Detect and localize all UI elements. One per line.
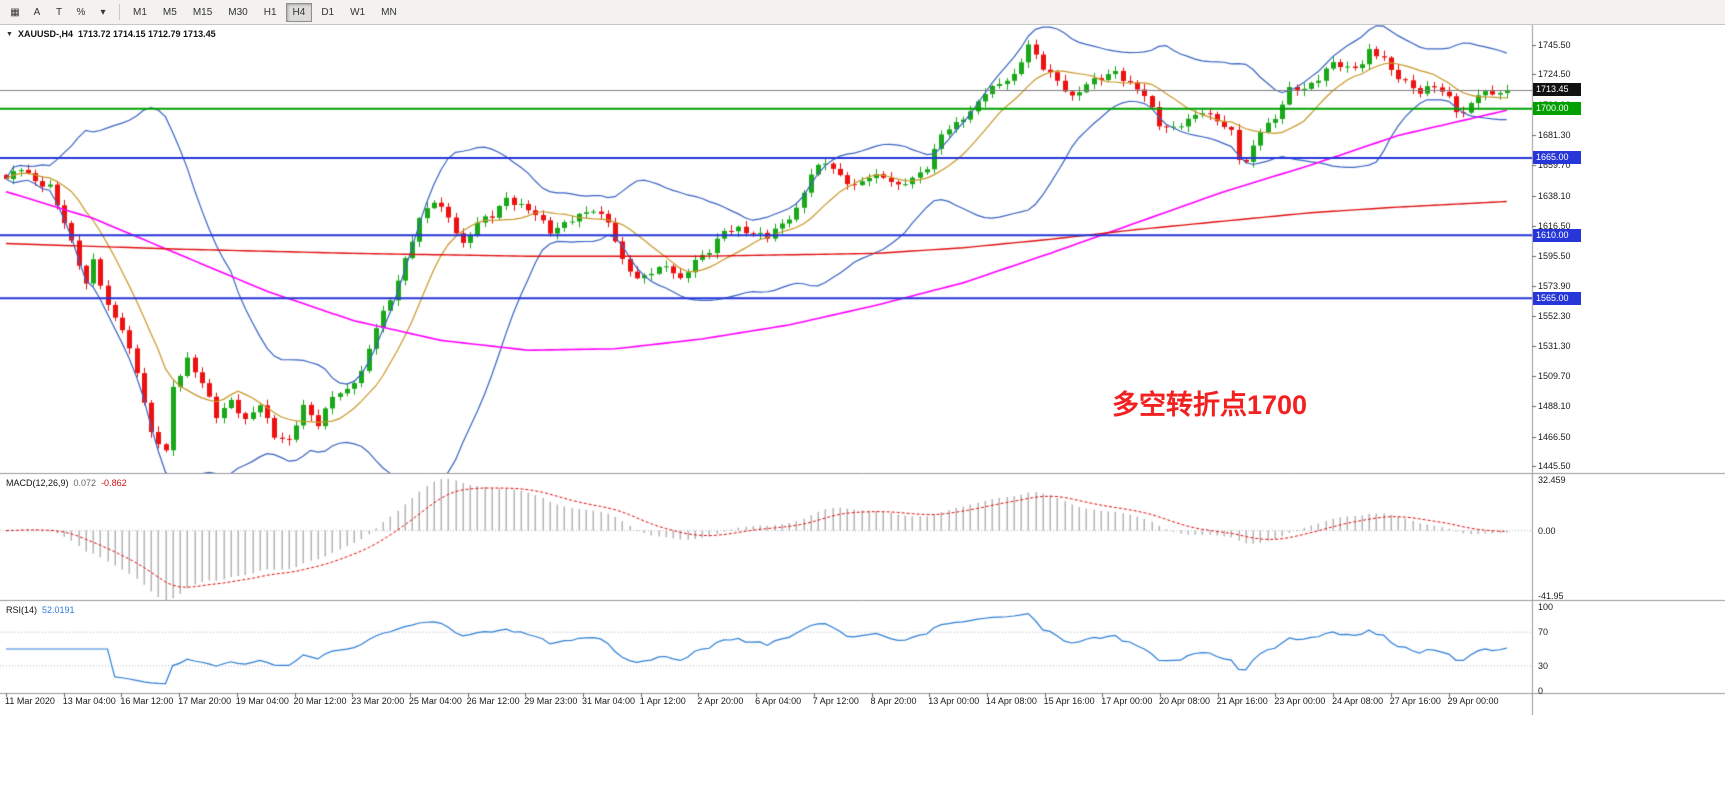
macd-indicator-label: MACD(12,26,9) 0.072 -0.862	[6, 478, 127, 488]
rsi-axis-tick-label: 0	[1538, 686, 1544, 696]
time-axis-label: 7 Apr 12:00	[812, 696, 859, 706]
time-axis-label: 29 Apr 00:00	[1447, 696, 1499, 706]
time-axis-label: 11 Mar 2020	[5, 696, 55, 706]
rsi-axis-tick-label: 30	[1538, 660, 1549, 671]
timeframe-mn-button[interactable]: MN	[374, 3, 404, 22]
price-axis-tick-label: 1466.50	[1538, 431, 1571, 442]
time-axis-label: 6 Apr 04:00	[755, 696, 802, 706]
price-axis-tick-label: 1552.30	[1538, 311, 1571, 322]
arrow-tool-icon: A	[33, 6, 41, 18]
price-axis-tick-label: 1595.50	[1538, 250, 1571, 261]
price-axis-tick-label: 1638.10	[1538, 190, 1571, 201]
time-axis-label: 14 Apr 08:00	[985, 696, 1037, 706]
toolbar-tools-group: ▦ A T% ▾	[4, 3, 114, 22]
price-axis-tick-label: 1681.30	[1538, 130, 1571, 141]
chart-symbol-line: ▼ XAUUSD-,H4 1713.72 1714.15 1712.79 171…	[6, 29, 216, 39]
price-axis-tick-label: 1445.50	[1538, 461, 1571, 471]
price-axis-tick-label: 1573.90	[1538, 280, 1571, 291]
tile-windows-icon: ▦	[10, 6, 20, 18]
macd-axis-tick-label: 32.459	[1538, 474, 1566, 485]
price-axis-tick-label: 1745.50	[1538, 40, 1571, 50]
time-axis-label: 2 Apr 20:00	[697, 696, 744, 706]
rsi-axis-tick-label: 70	[1538, 627, 1549, 638]
time-axis-label: 16 Mar 12:00	[120, 696, 174, 706]
chart-area[interactable]: ▼ XAUUSD-,H4 1713.72 1714.15 1712.79 171…	[0, 25, 1725, 715]
chart-ohlc-values: 1713.72 1714.15 1712.79 1713.45	[77, 29, 216, 39]
price-axis-tick-label: 1659.70	[1538, 160, 1571, 171]
timeframe-group: M1 M5 M15 M30 H1 H4 D1 W1 MN	[125, 2, 405, 22]
hline-price-badge: 1700.00	[1533, 102, 1581, 116]
timeframe-d1-button[interactable]: D1	[314, 3, 341, 22]
timeframe-m5-button[interactable]: M5	[156, 3, 184, 22]
tile-windows-button[interactable]: ▦	[5, 3, 25, 22]
hline-price-badge: 1610.00	[1533, 228, 1581, 242]
time-axis-label: 1 Apr 12:00	[639, 696, 686, 706]
rsi-indicator-label: RSI(14) 52.0191	[6, 605, 75, 615]
time-axis-label: 29 Mar 23:00	[524, 696, 578, 706]
time-axis-label: 13 Mar 04:00	[62, 696, 116, 706]
hline-price-badge: 1565.00	[1533, 291, 1581, 305]
time-axis-label: 19 Mar 04:00	[235, 696, 289, 706]
arrow-tool-button[interactable]: A	[27, 3, 47, 22]
price-axis-tick-label: 1616.50	[1538, 221, 1571, 232]
macd-main-value: 0.072	[73, 478, 97, 488]
rsi-axis-tick-label: 100	[1538, 602, 1554, 612]
percent-scale-icon: %	[76, 6, 86, 18]
tools-caret-button[interactable]: ▾	[93, 3, 113, 22]
time-axis-label: 20 Apr 08:00	[1159, 696, 1211, 706]
hline-price-badge: 1665.00	[1533, 151, 1581, 165]
time-axis-label: 23 Mar 20:00	[351, 696, 405, 706]
time-axis-label: 13 Apr 00:00	[928, 696, 980, 706]
macd-axis-tick-label: 0.00	[1538, 525, 1556, 536]
chart-text-annotation: 多空转折点1700	[1112, 390, 1308, 420]
toolbar: ▦ A T% ▾ M1 M5 M15 M30 H1 H4 D1 W1 MN	[0, 0, 1725, 25]
price-chart-canvas[interactable]	[0, 25, 1725, 715]
timeframe-w1-button[interactable]: W1	[343, 3, 372, 22]
price-axis-tick-label: 1509.70	[1538, 370, 1571, 381]
chart-dropdown-icon[interactable]: ▼	[6, 30, 13, 38]
time-axis-label: 31 Mar 04:00	[582, 696, 636, 706]
rsi-value: 52.0191	[42, 605, 75, 615]
timeframe-m30-button[interactable]: M30	[221, 3, 254, 22]
price-axis-tick-label: 1531.30	[1538, 340, 1571, 351]
timeframe-m15-button[interactable]: M15	[186, 3, 219, 22]
time-axis-label: 17 Mar 20:00	[178, 696, 232, 706]
tools-caret-icon: ▾	[100, 6, 106, 18]
time-axis-label: 27 Apr 16:00	[1389, 696, 1441, 706]
time-axis-label: 23 Apr 00:00	[1274, 696, 1326, 706]
percent-scale-button[interactable]: %	[71, 3, 91, 22]
timeframe-m1-button[interactable]: M1	[126, 3, 154, 22]
macd-axis-tick-label: -41.95	[1538, 591, 1564, 601]
bid-price-badge: 1713.45	[1533, 83, 1581, 97]
time-axis-label: 24 Apr 08:00	[1332, 696, 1384, 706]
chart-symbol-timeframe: XAUUSD-,H4	[17, 29, 73, 39]
text-tool-button[interactable]: T	[49, 3, 69, 22]
macd-name: MACD(12,26,9)	[6, 478, 69, 488]
macd-signal-value: -0.862	[101, 478, 127, 488]
text-tool-icon: T	[55, 6, 63, 18]
rsi-name: RSI(14)	[6, 605, 38, 615]
timeframe-h1-button[interactable]: H1	[257, 3, 284, 22]
timeframe-h4-button[interactable]: H4	[285, 2, 313, 22]
time-axis-label: 21 Apr 16:00	[1216, 696, 1268, 706]
time-axis-label: 17 Apr 00:00	[1101, 696, 1153, 706]
time-axis-label: 15 Apr 16:00	[1043, 696, 1095, 706]
toolbar-separator	[119, 4, 120, 20]
price-axis-tick-label: 1488.10	[1538, 401, 1571, 412]
time-axis-label: 26 Mar 12:00	[466, 696, 520, 706]
time-axis-label: 20 Mar 12:00	[293, 696, 347, 706]
price-axis-tick-label: 1724.50	[1538, 69, 1571, 80]
trading-terminal-window: ▦ A T% ▾ M1 M5 M15 M30 H1 H4 D1 W1 MN ▼ XAUUSD-,H4 …	[0, 0, 1725, 715]
time-axis-label: 8 Apr 20:00	[870, 696, 917, 706]
time-axis-label: 25 Mar 04:00	[408, 696, 462, 706]
